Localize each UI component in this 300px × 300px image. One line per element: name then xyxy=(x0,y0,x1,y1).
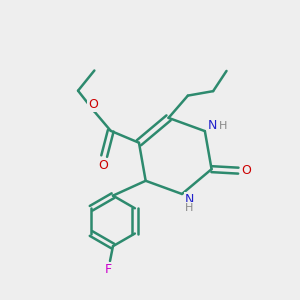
Text: F: F xyxy=(105,263,112,276)
Text: O: O xyxy=(98,158,108,172)
Text: O: O xyxy=(241,164,251,177)
Text: N: N xyxy=(208,119,217,132)
Text: H: H xyxy=(185,203,194,213)
Text: N: N xyxy=(185,193,194,206)
Text: O: O xyxy=(88,98,98,112)
Text: H: H xyxy=(218,121,227,131)
